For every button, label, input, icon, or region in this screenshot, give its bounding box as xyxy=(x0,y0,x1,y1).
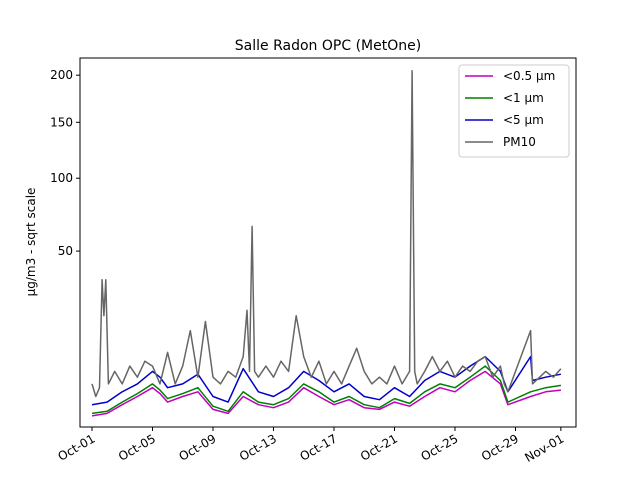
chart-title: Salle Radon OPC (MetOne) xyxy=(235,38,421,54)
legend-box xyxy=(458,64,570,158)
y-tick-label: 150 xyxy=(50,115,73,129)
legend-label: <0.5 µm xyxy=(503,69,555,83)
axes-frame xyxy=(79,57,577,428)
legend-label: <1 µm xyxy=(503,91,544,105)
plot-area xyxy=(79,57,577,428)
y-tick-label: 50 xyxy=(58,244,73,258)
legend: <0.5 µm <1 µm <5 µm PM10 xyxy=(458,64,570,158)
legend-label: PM10 xyxy=(503,135,536,149)
series-line-1 xyxy=(91,365,562,415)
y-tick-label: 200 xyxy=(50,68,73,82)
y-axis: 50 100 150 200 xyxy=(50,68,80,258)
series-layer xyxy=(91,70,562,417)
series-line-0 xyxy=(91,370,561,417)
y-axis-label: µg/m3 - sqrt scale xyxy=(24,188,38,297)
y-tick-label: 100 xyxy=(50,171,73,185)
series-line-2 xyxy=(91,355,562,406)
series-line-3 xyxy=(91,70,562,398)
legend-label: <5 µm xyxy=(503,113,544,127)
